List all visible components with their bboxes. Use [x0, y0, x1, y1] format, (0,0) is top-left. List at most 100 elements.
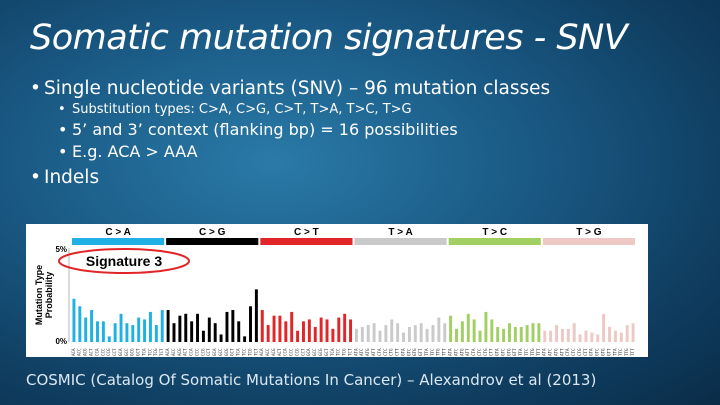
context-tick-label: TCC	[147, 348, 152, 356]
context-tick-label: CCT	[206, 348, 211, 356]
group-color-bar	[354, 238, 447, 245]
signature-bar	[196, 313, 200, 342]
signature-bar	[154, 325, 158, 342]
context-tick-label: TTG	[530, 348, 535, 356]
bullet-context: • 5’ and 3’ context (flanking bp) = 16 po…	[58, 120, 458, 139]
context-tick-label: CCT	[300, 348, 305, 356]
context-tick-label: TCC	[242, 348, 247, 356]
bullet-indels: • Indels	[30, 167, 100, 188]
bullet-list: • Single nucleotide variants (SNV) – 96 m…	[30, 78, 550, 190]
bullet-snv: • Single nucleotide variants (SNV) – 96 m…	[30, 78, 551, 99]
signature-bar	[331, 328, 335, 342]
context-tick-label: TTC	[618, 348, 623, 356]
signature-bar	[325, 319, 329, 342]
citation-footer: COSMIC (Catalog Of Somatic Mutations In …	[26, 371, 597, 389]
signature-bar	[431, 325, 435, 342]
signature-bar	[349, 319, 353, 342]
signature-bar	[272, 315, 276, 342]
y-tick-label: 0%	[55, 337, 67, 346]
signature-bar	[578, 334, 582, 342]
signature-bar	[78, 306, 82, 342]
context-tick-label: CTT	[583, 348, 588, 356]
signature-bar	[178, 315, 182, 342]
signature-bar	[608, 326, 611, 342]
group-label: T > A	[388, 227, 412, 238]
context-tick-label: GTC	[406, 348, 411, 356]
signature-bar	[354, 328, 358, 342]
context-tick-label: ATG	[459, 348, 464, 356]
signature-bar	[531, 323, 535, 342]
context-tick-label: CCA	[189, 348, 194, 356]
context-tick-label: ATG	[553, 348, 558, 356]
context-tick-label: TCT	[253, 348, 258, 356]
y-tick-label: 5%	[55, 245, 67, 254]
context-tick-label: ATA	[353, 348, 358, 356]
signature-bar	[502, 328, 506, 342]
context-tick-label: GTG	[506, 348, 511, 356]
context-tick-label: TTG	[436, 348, 441, 356]
signature-bar	[360, 326, 364, 342]
signature-bar	[396, 323, 400, 342]
context-tick-label: CCA	[283, 348, 288, 356]
signature-bar	[549, 330, 553, 342]
signature-bar	[343, 313, 347, 342]
signature-bar	[366, 325, 370, 342]
bullet-substitution: • Substitution types: C>A, C>G, C>T, T>A,…	[58, 102, 412, 117]
context-tick-label: CTC	[383, 348, 388, 356]
signature-bar	[225, 311, 229, 342]
group-color-bar	[448, 238, 541, 245]
signature-bar	[119, 313, 123, 342]
signature-bar	[555, 325, 559, 342]
context-tick-label: GCC	[124, 348, 129, 356]
group-label: T > C	[482, 227, 507, 238]
signature-bar	[625, 325, 629, 342]
context-tick-label: GTT	[512, 348, 517, 356]
context-tick-label: TTT	[536, 348, 541, 356]
bullet-snv-text: Single nucleotide variants (SNV) – 96 mu…	[44, 78, 551, 99]
context-tick-label: CTG	[577, 348, 582, 356]
context-tick-label: ATT	[559, 348, 564, 356]
group-color-bar	[166, 238, 259, 245]
context-tick-label: CTG	[389, 348, 394, 356]
signature-bar	[407, 326, 411, 342]
context-tick-label: CCC	[194, 348, 199, 356]
y-axis-label: Mutation Type	[34, 265, 44, 325]
context-tick-label: ACA	[165, 348, 170, 356]
context-tick-label: TCA	[330, 348, 335, 356]
group-label: C > T	[294, 227, 319, 238]
signature-bar	[131, 325, 135, 342]
context-tick-label: GTG	[412, 348, 417, 356]
context-tick-label: TTT	[442, 348, 447, 356]
group-color-bar	[542, 238, 635, 245]
context-tick-label: TCG	[153, 348, 158, 356]
context-tick-label: CTA	[565, 348, 570, 356]
signature-bar	[602, 313, 606, 342]
group-color-bar	[260, 238, 353, 245]
signature-bar	[425, 328, 429, 342]
context-tick-label: ACA	[71, 348, 76, 356]
context-tick-label: CCG	[294, 348, 299, 356]
context-tick-label: TCA	[236, 348, 241, 356]
signature-bar	[337, 317, 341, 342]
context-tick-label: TTA	[518, 348, 523, 356]
context-tick-label: ATT	[465, 348, 470, 356]
signature-bar	[213, 323, 217, 342]
context-tick-label: GCC	[218, 348, 223, 356]
signature-bar	[231, 310, 235, 342]
context-tick-label: GTA	[495, 348, 500, 356]
context-tick-label: GCA	[118, 348, 123, 356]
signature-bar	[596, 334, 600, 342]
context-tick-label: CTC	[477, 348, 482, 356]
signature-bar	[455, 328, 458, 342]
signature-bar	[166, 310, 170, 342]
signature-bar	[296, 330, 300, 342]
context-tick-label: CTG	[483, 348, 488, 356]
signature-bar	[384, 325, 388, 342]
context-tick-label: GCT	[230, 348, 235, 356]
slide-title: Somatic mutation signatures - SNV	[30, 18, 628, 58]
context-tick-label: GCG	[318, 348, 323, 356]
context-tick-label: ATC	[548, 348, 553, 356]
context-tick-label: CTT	[489, 348, 494, 356]
context-tick-label: ACG	[83, 348, 88, 356]
group-label: C > G	[199, 227, 226, 238]
